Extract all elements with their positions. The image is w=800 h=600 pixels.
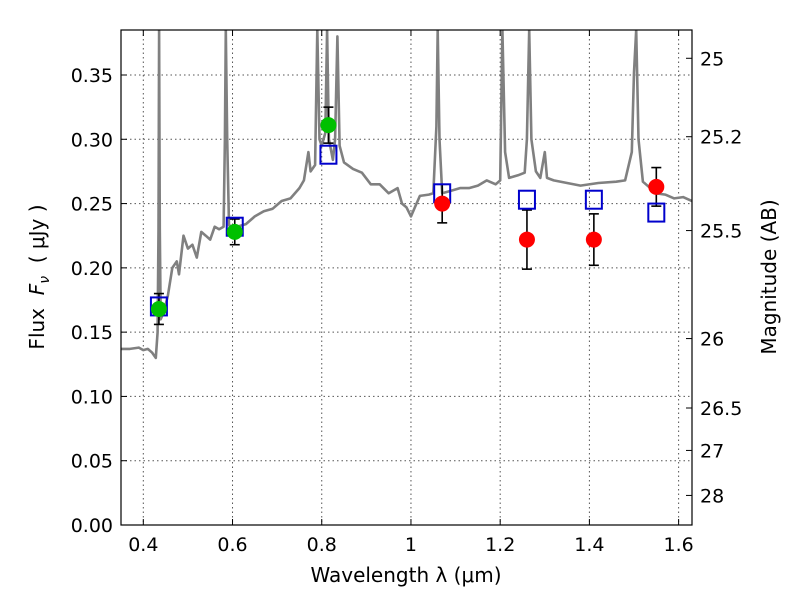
y-tick-label: 0.00: [71, 515, 113, 537]
green-data-point: [320, 117, 337, 134]
x-tick-label: 0.4: [128, 534, 158, 556]
green-data-point: [150, 301, 167, 317]
y-tick-label: 0.20: [71, 258, 113, 280]
grid: [121, 30, 692, 526]
model-square-marker: [319, 144, 338, 165]
y-tick-label: 0.25: [71, 194, 113, 216]
y2-axis-label: Magnitude (AB): [757, 199, 781, 354]
red-data-point: [648, 178, 665, 195]
y-axis-label: Flux Fν ( μJy ): [25, 204, 53, 349]
y2-tick-label: 25: [700, 48, 724, 70]
y-tick-label: 0.15: [71, 322, 113, 344]
y-tick-label: 0.35: [71, 65, 113, 87]
spectrum-line: [121, 30, 692, 360]
red-data-point: [585, 231, 602, 248]
x-tick-label: 1.6: [664, 534, 694, 556]
y2-tick-label: 25.2: [700, 127, 742, 149]
x-tick-label: 1: [405, 534, 417, 556]
red-data-point: [518, 231, 535, 248]
model-square-marker: [584, 189, 603, 210]
red-data-point: [434, 195, 451, 212]
y-tick-label: 0.30: [71, 129, 113, 151]
x-tick-label: 1.4: [574, 534, 604, 556]
model-square-marker: [517, 189, 536, 210]
model-square-marker: [647, 202, 666, 223]
x-tick-label: 0.6: [217, 534, 247, 556]
y2-tick-label: 27: [700, 440, 724, 462]
plot-frame: [120, 29, 693, 526]
green-data-point: [226, 223, 243, 240]
x-axis-label: Wavelength λ (μm): [310, 563, 501, 587]
y2-tick-label: 26.5: [700, 398, 742, 420]
markers: [149, 117, 666, 317]
spectrum-layer: [121, 30, 692, 360]
x-tick-label: 1.2: [485, 534, 515, 556]
ticks: 0.4 0.6 0.8 1 1.2 1.4 1.6 0.00 0.05 0.10 0.15 0.20 0…: [71, 30, 742, 556]
y2-tick-label: 25.5: [700, 221, 742, 243]
y2-tick-label: 26: [700, 329, 724, 351]
y-tick-label: 0.10: [71, 386, 113, 408]
x-tick-label: 0.8: [307, 534, 337, 556]
y-tick-label: 0.05: [71, 451, 113, 473]
y2-tick-label: 28: [700, 485, 724, 507]
